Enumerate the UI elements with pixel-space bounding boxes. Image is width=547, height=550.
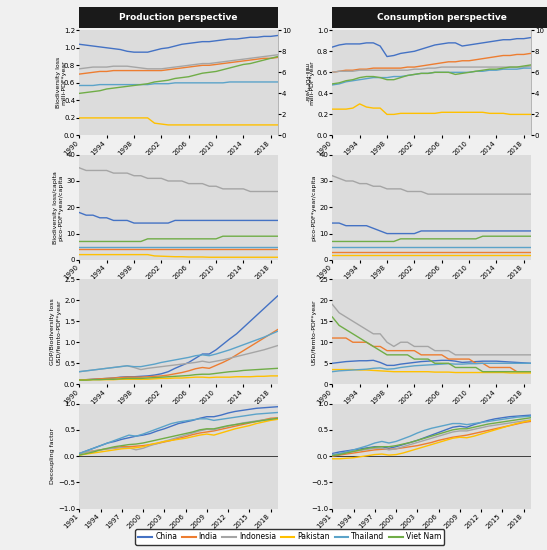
Y-axis label: milli-PDF*year: milli-PDF*year (303, 63, 309, 102)
Y-axis label: Biodiversity loss
milli-PDF*year: Biodiversity loss milli-PDF*year (56, 57, 67, 108)
Y-axis label: Biodiversity loss/capita
pico-PDF*year/capita: Biodiversity loss/capita pico-PDF*year/c… (53, 171, 63, 244)
Legend: China, India, Indonesia, Pakistan, Thailand, Viet Nam: China, India, Indonesia, Pakistan, Thail… (135, 530, 445, 544)
Y-axis label: USD/femto-PDF*year: USD/femto-PDF*year (311, 299, 316, 365)
Text: Production perspective: Production perspective (119, 13, 238, 21)
Y-axis label: milli-PDF*year: milli-PDF*year (309, 60, 314, 105)
Y-axis label: pico-PDF*year/capita: pico-PDF*year/capita (311, 174, 316, 240)
Y-axis label: GDP/Biodiversity loss
USD/femto-PDF*year: GDP/Biodiversity loss USD/femto-PDF*year (50, 298, 61, 365)
Text: Consumption perspective: Consumption perspective (377, 13, 507, 21)
Y-axis label: Decoupling factor: Decoupling factor (50, 428, 55, 484)
